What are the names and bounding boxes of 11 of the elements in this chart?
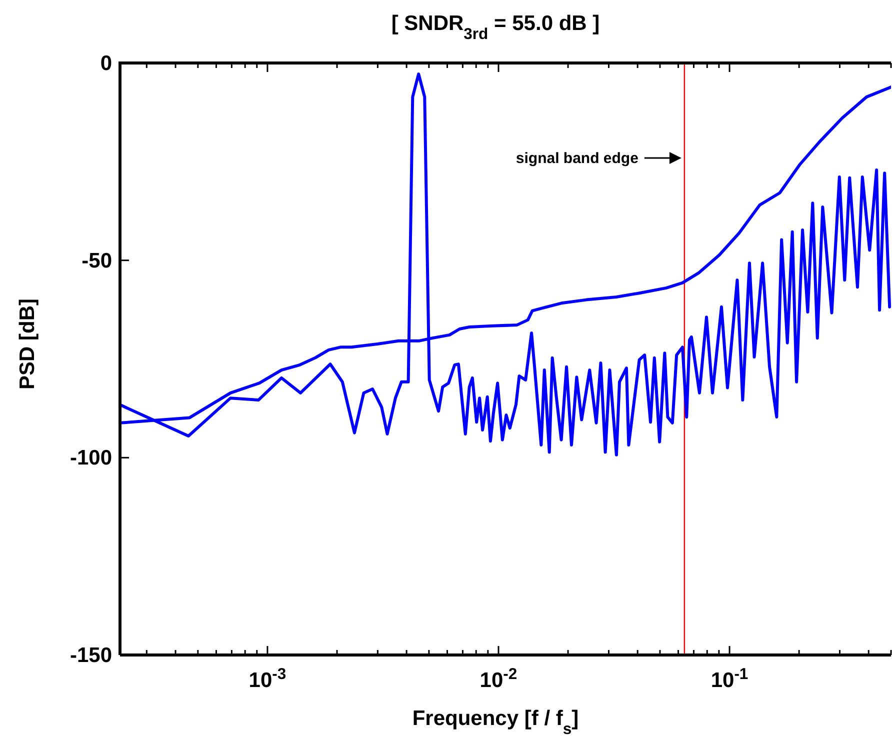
x-tick-label: 10$^{-2}$ bbox=[480, 666, 518, 692]
y-tick-label: -50 bbox=[82, 249, 112, 272]
annotation: signal band edge bbox=[516, 150, 638, 167]
x-axis-title: Frequency [f / f$_{s}$] bbox=[412, 707, 579, 738]
chart-title: [ SNDR$_{3rd}$ = 55.0 dB ] bbox=[391, 12, 600, 42]
y-tick-label: 0 bbox=[100, 52, 112, 75]
x-tick-label: 10$^{-1}$ bbox=[710, 666, 748, 692]
y-axis-title: PSD [dB] bbox=[16, 298, 39, 390]
x-tick-label: 10$^{-3}$ bbox=[248, 666, 286, 692]
y-tick-label: -100 bbox=[70, 446, 112, 470]
y-tick-label: -150 bbox=[70, 644, 112, 667]
